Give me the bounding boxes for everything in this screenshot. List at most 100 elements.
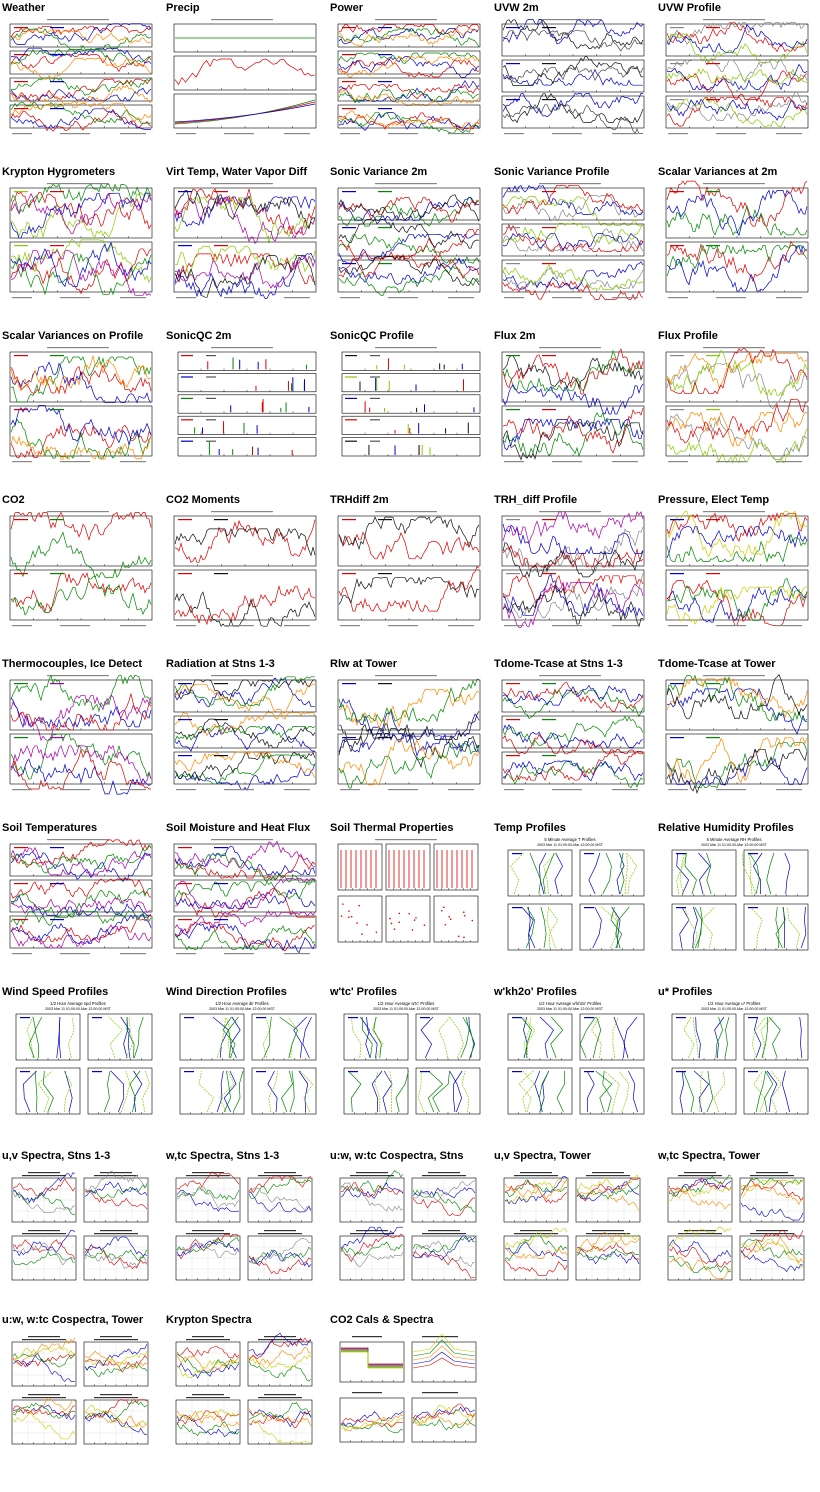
plot-panel-title[interactable]: Scalar Variances on Profile [2, 330, 144, 342]
plot-panel-title[interactable]: Pressure, Elect Temp [658, 494, 770, 506]
plot-thumbnail[interactable] [2, 836, 154, 962]
plot-panel-title[interactable]: Relative Humidity Profiles [658, 822, 794, 834]
plot-panel-title[interactable]: SonicQC 2m [166, 330, 232, 342]
plot-thumbnail[interactable] [166, 672, 318, 798]
plot-panel-title[interactable]: Flux Profile [658, 330, 718, 342]
plot-thumbnail[interactable] [330, 344, 482, 470]
plot-panel-title[interactable]: Krypton Spectra [166, 1314, 252, 1326]
plot-thumbnail[interactable] [330, 180, 482, 306]
plot-panel-title[interactable]: UVW 2m [494, 2, 539, 14]
plot-panel-title[interactable]: u* Profiles [658, 986, 713, 998]
plot-panel-title[interactable]: SonicQC Profile [330, 330, 414, 342]
plot-thumbnail-graphic [337, 511, 481, 627]
plot-panel-title[interactable]: Sonic Variance 2m [330, 166, 428, 178]
plot-panel-title[interactable]: CO2 Cals & Spectra [330, 1314, 434, 1326]
plot-panel-title[interactable]: UVW Profile [658, 2, 721, 14]
plot-panel-title[interactable]: Tdome-Tcase at Tower [658, 658, 776, 670]
plot-thumbnail[interactable]: 1/2 Hour Average spd Profiles 2003 Mar 11… [2, 1000, 154, 1126]
plot-panel-title[interactable]: CO2 Moments [166, 494, 240, 506]
plot-panel-title[interactable]: u,v Spectra, Tower [494, 1150, 591, 1162]
plot-thumbnail-graphic [11, 1170, 149, 1281]
plot-thumbnail-graphic [665, 511, 809, 627]
plot-panel-tdome-tcase-at-stns-1-3: Tdome-Tcase at Stns 1-3 [492, 656, 652, 820]
plot-panel-title[interactable]: Precip [166, 2, 200, 14]
plot-panel-title[interactable]: u,v Spectra, Stns 1-3 [2, 1150, 111, 1162]
plot-thumbnail[interactable] [2, 180, 154, 306]
plot-thumbnail[interactable] [330, 1164, 482, 1290]
plot-panel-title[interactable]: w'tc' Profiles [330, 986, 397, 998]
plot-thumbnail[interactable] [658, 1164, 810, 1290]
plot-thumbnail[interactable] [166, 1164, 318, 1290]
plot-panel-title[interactable]: w'kh2o' Profiles [494, 986, 577, 998]
plot-panel-u-profiles: u* Profiles 1/2 Hour Average u* Profiles 2… [656, 984, 816, 1148]
plot-panel-title[interactable]: Temp Profiles [494, 822, 566, 834]
plot-panel-title[interactable]: Wind Direction Profiles [166, 986, 287, 998]
plot-thumbnail[interactable] [658, 16, 810, 142]
plot-panel-title[interactable]: Weather [2, 2, 46, 14]
plot-thumbnail[interactable] [494, 180, 646, 306]
plot-panel-rlw-at-tower: Rlw at Tower [328, 656, 488, 820]
plot-thumbnail[interactable] [166, 180, 318, 306]
plot-thumbnail[interactable] [330, 672, 482, 798]
plot-thumbnail[interactable]: 5 Minute Average RH Profiles 2003 Mar 11 … [658, 836, 810, 962]
plot-panel-title[interactable]: Soil Temperatures [2, 822, 98, 834]
plot-panel-title[interactable]: Sonic Variance Profile [494, 166, 610, 178]
plot-panel-title[interactable]: TRH_diff Profile [494, 494, 578, 506]
plot-thumbnail[interactable] [166, 16, 318, 142]
plot-thumbnail[interactable] [658, 672, 810, 798]
plot-thumbnail[interactable] [2, 672, 154, 798]
plot-panel-title[interactable]: Flux 2m [494, 330, 536, 342]
plot-thumbnail[interactable] [658, 344, 810, 470]
plot-panel-title[interactable]: Soil Thermal Properties [330, 822, 454, 834]
plot-thumbnail[interactable] [494, 344, 646, 470]
plot-panel-uvw-2m: UVW 2m [492, 0, 652, 164]
plot-thumbnail[interactable]: 1/2 Hour Average dir Profiles 2003 Mar 11… [166, 1000, 318, 1126]
plot-panel-title[interactable]: w,tc Spectra, Tower [658, 1150, 761, 1162]
plot-panel-flux-2m: Flux 2m [492, 328, 652, 492]
plot-thumbnail[interactable] [330, 16, 482, 142]
plot-panel-title[interactable]: Krypton Hygrometers [2, 166, 116, 178]
plot-panel-title[interactable]: Thermocouples, Ice Detect [2, 658, 142, 670]
plot-thumbnail[interactable]: 5 Minute Average T Profiles 2003 Mar 11 0… [494, 836, 646, 962]
plot-panel-scalar-variances-at-2m: Scalar Variances at 2m [656, 164, 816, 328]
plot-thumbnail[interactable] [2, 508, 154, 634]
plot-thumbnail[interactable] [2, 344, 154, 470]
plot-panel-title[interactable]: Tdome-Tcase at Stns 1-3 [494, 658, 623, 670]
plot-thumbnail[interactable] [494, 1164, 646, 1290]
plot-thumbnail[interactable] [2, 16, 154, 142]
plot-thumbnail-graphic [9, 674, 153, 795]
plot-thumbnail[interactable] [166, 1328, 318, 1454]
plot-thumbnail[interactable] [2, 1164, 154, 1290]
plot-thumbnail[interactable] [494, 672, 646, 798]
plot-thumbnail[interactable] [330, 508, 482, 634]
plot-thumbnail[interactable] [166, 508, 318, 634]
plot-thumbnail[interactable] [330, 1328, 482, 1454]
plot-panel-pressure-elect-temp: Pressure, Elect Temp [656, 492, 816, 656]
plot-panel-title[interactable]: u:w, w:tc Cospectra, Tower [2, 1314, 144, 1326]
plot-panel-title[interactable]: u:w, w:tc Cospectra, Stns [330, 1150, 464, 1162]
plot-thumbnail[interactable] [494, 508, 646, 634]
plot-panel-title[interactable]: Scalar Variances at 2m [658, 166, 778, 178]
plot-thumbnail[interactable]: 1/2 Hour Average w'tc' Profiles 2003 Mar … [330, 1000, 482, 1126]
plot-panel-krypton-spectra: Krypton Spectra [164, 1312, 324, 1476]
plot-thumbnail[interactable] [658, 508, 810, 634]
plot-thumbnail[interactable]: 1/2 Hour Average w'kh2o' Profiles 2003 Ma… [494, 1000, 646, 1126]
plot-panel-title[interactable]: Radiation at Stns 1-3 [166, 658, 275, 670]
plot-panel-title[interactable]: Rlw at Tower [330, 658, 398, 670]
plot-panel-title[interactable]: Wind Speed Profiles [2, 986, 109, 998]
plot-panel-title[interactable]: Virt Temp, Water Vapor Diff [166, 166, 307, 178]
plot-panel-title[interactable]: TRHdiff 2m [330, 494, 389, 506]
plot-thumbnail[interactable] [330, 836, 482, 962]
plot-thumbnail[interactable] [166, 836, 318, 962]
plot-panel-title[interactable]: w,tc Spectra, Stns 1-3 [166, 1150, 280, 1162]
plot-thumbnail[interactable] [2, 1328, 154, 1454]
plot-thumbnail[interactable] [494, 16, 646, 142]
plot-thumbnail[interactable] [166, 344, 318, 470]
plot-panel-title[interactable]: Soil Moisture and Heat Flux [166, 822, 311, 834]
plot-thumbnail[interactable]: 1/2 Hour Average u* Profiles 2003 Mar 11 … [658, 1000, 810, 1126]
plot-thumbnail[interactable] [658, 180, 810, 306]
plot-panel-title[interactable]: Power [330, 2, 364, 14]
plot-panel-title[interactable]: CO2 [2, 494, 25, 506]
